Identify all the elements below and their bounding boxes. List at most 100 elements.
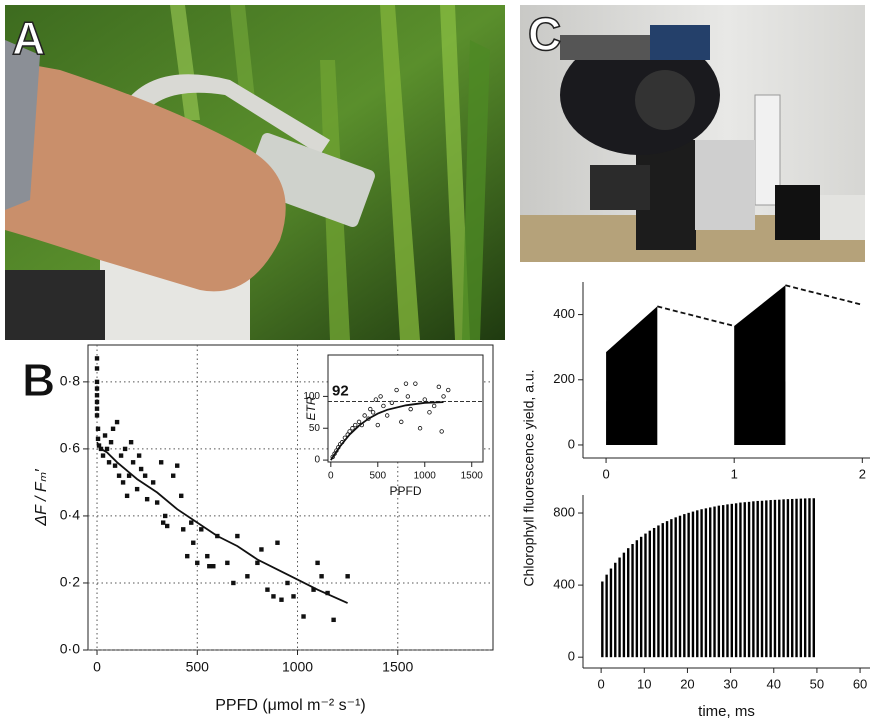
data-pulse — [670, 519, 673, 658]
data-pulse — [644, 533, 647, 658]
y-tick-label: 0·2 — [60, 574, 80, 590]
data-pulse — [747, 501, 751, 658]
y-tick-label: 0·4 — [60, 507, 80, 523]
data-pulse — [687, 512, 690, 658]
data-pulse — [639, 536, 643, 658]
data-point — [431, 403, 437, 409]
data-point — [94, 379, 100, 385]
data-point — [158, 460, 164, 465]
data-point — [94, 393, 100, 398]
reference-label: 92 — [332, 382, 349, 399]
data-point — [225, 560, 230, 566]
data-point — [399, 419, 404, 425]
x-tick-label: 500 — [369, 471, 386, 482]
data-point — [384, 413, 390, 418]
x-tick-label: 0 — [598, 676, 605, 691]
data-point — [95, 426, 101, 431]
data-pulse — [709, 507, 712, 658]
data-point — [265, 587, 270, 592]
y-axis-label: ΔF / Fₘ′ — [33, 468, 50, 526]
chart: 0 500 1000 1500 0 50 100 PPFD ETR 92 — [303, 354, 484, 498]
data-point — [394, 387, 399, 393]
data-pulse — [786, 499, 790, 658]
data-pulse — [622, 552, 626, 658]
data-point — [319, 574, 324, 579]
data-point — [102, 433, 108, 438]
data-pulse — [717, 505, 721, 658]
data-pulse — [734, 503, 738, 658]
data-pulse — [769, 500, 772, 658]
data-point — [134, 486, 140, 492]
data-pulse — [661, 523, 664, 658]
data-point — [405, 394, 411, 399]
data-point — [179, 493, 184, 499]
data-point — [120, 480, 126, 485]
panel-label: B — [22, 354, 55, 406]
data-point — [271, 594, 276, 599]
data-pulse — [700, 509, 703, 658]
x-tick-label: 0 — [328, 471, 334, 482]
data-pulse — [739, 502, 742, 658]
y-tick-label: 800 — [553, 504, 575, 519]
data-point — [436, 384, 442, 390]
data-line — [657, 305, 735, 327]
data-point — [345, 574, 350, 579]
data-point — [189, 520, 194, 525]
data-point — [311, 587, 316, 592]
data-point — [94, 413, 100, 418]
data-area — [606, 306, 658, 445]
data-point — [94, 356, 100, 361]
data-point — [175, 463, 180, 468]
data-pulse — [782, 499, 785, 658]
data-point — [378, 394, 383, 399]
x-tick-label: 30 — [723, 676, 737, 691]
data-point — [275, 540, 280, 545]
data-point — [413, 381, 418, 386]
data-point — [231, 580, 236, 586]
data-point — [301, 614, 306, 619]
data-pulse — [614, 562, 617, 658]
data-pulse — [674, 517, 677, 658]
y-tick-label: 100 — [303, 391, 320, 402]
data-pulse — [791, 498, 794, 658]
data-pulse — [799, 498, 803, 658]
data-point — [353, 422, 358, 428]
data-point — [142, 473, 148, 478]
data-point — [422, 397, 427, 402]
data-pulse — [704, 508, 708, 658]
data-pulse — [812, 498, 815, 658]
data-pulse — [631, 544, 634, 658]
x-tick-label: 1500 — [382, 659, 413, 675]
x-tick-label: 1 — [731, 466, 738, 481]
x-tick-label: 0 — [93, 659, 101, 675]
data-point — [124, 493, 130, 499]
data-point — [108, 439, 114, 445]
data-point — [211, 564, 216, 569]
data-pulse — [691, 511, 695, 658]
x-tick-label: 10 — [637, 676, 651, 691]
x-tick-label: 0 — [602, 466, 609, 481]
data-pulse — [683, 514, 686, 658]
panel-label: A — [12, 12, 45, 64]
y-tick-label: 50 — [309, 423, 321, 434]
data-point — [350, 426, 355, 431]
y-tick-label: 0·0 — [60, 641, 80, 657]
data-point — [94, 366, 100, 371]
data-point — [110, 426, 116, 431]
y-tick-label: 400 — [553, 577, 575, 592]
chart: 0 1 2 0 200 400 — [553, 282, 870, 481]
x-tick-label: 2 — [859, 466, 866, 481]
data-pulse — [601, 581, 604, 658]
data-pulse — [605, 574, 608, 658]
data-pulse — [696, 510, 699, 658]
data-pulse — [773, 499, 777, 658]
data-point — [94, 386, 100, 391]
data-point — [291, 594, 296, 599]
data-point — [104, 446, 110, 452]
data-pulse — [618, 557, 621, 658]
y-tick-label: 0 — [314, 455, 320, 466]
x-tick-label: 60 — [853, 676, 867, 691]
data-point — [195, 560, 200, 566]
photo-c — [520, 5, 865, 262]
data-point — [114, 419, 120, 425]
